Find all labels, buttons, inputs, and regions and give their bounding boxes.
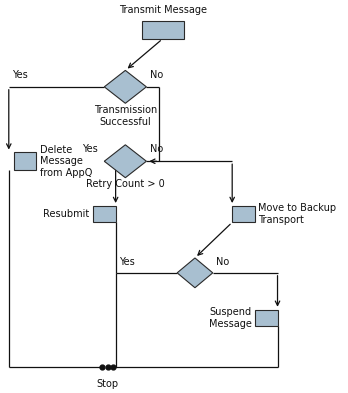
Text: No: No (150, 144, 163, 154)
Text: Transmit Message: Transmit Message (119, 6, 207, 15)
Text: Suspend
Message: Suspend Message (209, 307, 252, 329)
Bar (255, 310, 277, 326)
Text: No: No (150, 70, 163, 80)
Polygon shape (104, 70, 147, 103)
Text: Transmission
Successful: Transmission Successful (94, 105, 157, 127)
Text: Yes: Yes (119, 257, 135, 267)
Polygon shape (177, 258, 213, 288)
Bar (93, 206, 116, 222)
Text: Yes: Yes (82, 144, 97, 154)
Text: Delete
Message
from AppQ: Delete Message from AppQ (40, 145, 92, 178)
Text: Move to Backup
Transport: Move to Backup Transport (258, 203, 336, 225)
Text: No: No (216, 257, 229, 267)
Text: Stop: Stop (96, 379, 119, 389)
Text: Yes: Yes (12, 70, 28, 80)
Bar (232, 206, 255, 222)
Polygon shape (104, 145, 147, 178)
Text: Resubmit: Resubmit (44, 209, 90, 219)
Bar (142, 21, 184, 39)
Bar (14, 152, 36, 170)
Text: Retry Count > 0: Retry Count > 0 (86, 179, 165, 189)
